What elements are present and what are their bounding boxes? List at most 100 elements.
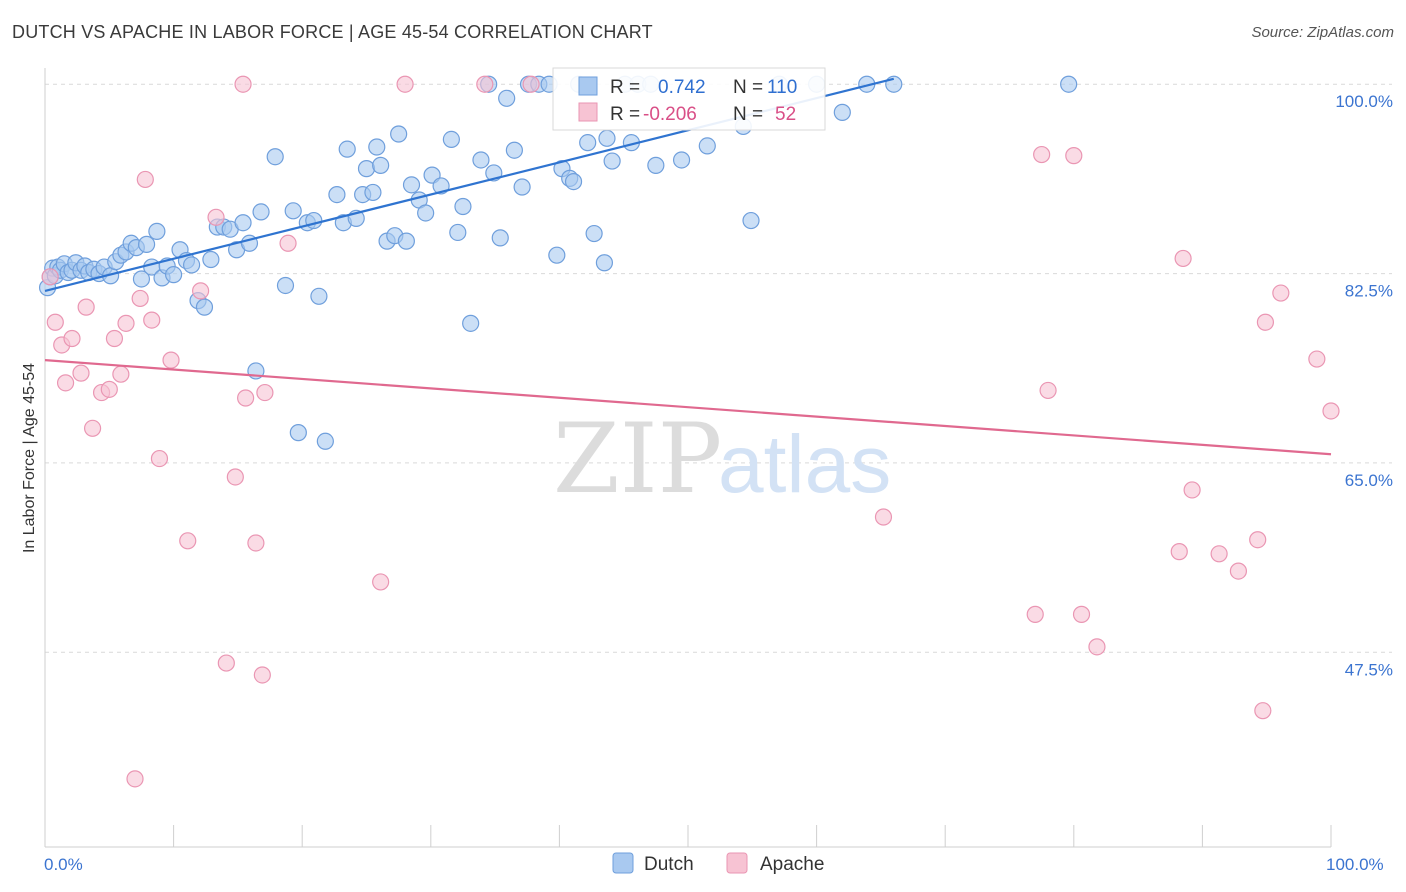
- apache-point: [1256, 313, 1275, 331]
- apache-point: [56, 374, 75, 392]
- legend: Dutch Apache: [612, 852, 824, 875]
- y-axis-label: In Labor Force | Age 45-54: [21, 363, 38, 553]
- legend-swatch-dutch: [612, 852, 634, 874]
- apache-point: [77, 298, 95, 316]
- apache-point: [1174, 249, 1192, 268]
- data-points: [38, 75, 1340, 788]
- legend-swatch-apache: [726, 852, 748, 874]
- dutch-point: [328, 185, 346, 204]
- series-apache-points: [41, 75, 1340, 788]
- dutch-point: [833, 103, 851, 121]
- x-ticks: [173, 825, 1332, 847]
- dutch-point: [548, 246, 566, 264]
- dutch-point: [132, 270, 151, 288]
- apache-point: [126, 770, 144, 788]
- dutch-point: [234, 214, 252, 232]
- stats-r-label-dutch: R =: [610, 77, 640, 98]
- apache-point: [1065, 147, 1083, 165]
- apache-point: [253, 666, 271, 684]
- x-tick-label-min: 0.0%: [44, 855, 83, 874]
- dutch-point: [390, 125, 408, 143]
- dutch-point: [1060, 75, 1078, 93]
- apache-point: [1210, 545, 1228, 563]
- dutch-point: [402, 176, 421, 194]
- y-tick-label: 65.0%: [1345, 471, 1393, 490]
- apache-point: [1254, 702, 1272, 720]
- apache-point: [63, 329, 81, 348]
- dutch-point: [289, 424, 307, 442]
- apache-point: [150, 449, 169, 468]
- dutch-point: [742, 211, 760, 230]
- legend-label-apache: Apache: [760, 854, 824, 875]
- apache-point: [247, 534, 265, 552]
- dutch-point: [454, 197, 472, 216]
- dutch-point: [183, 256, 201, 274]
- apache-point: [72, 364, 90, 382]
- apache-point: [372, 573, 390, 591]
- apache-point: [112, 365, 130, 383]
- stats-r-value-apache: -0.206: [643, 104, 697, 125]
- dutch-point: [472, 151, 490, 169]
- apache-point: [226, 468, 244, 486]
- y-tick-label: 82.5%: [1345, 282, 1393, 301]
- watermark-atlas: atlas: [718, 419, 891, 510]
- apache-point: [1322, 402, 1340, 420]
- dutch-point: [397, 232, 415, 250]
- stats-n-value-dutch: 110: [767, 77, 797, 98]
- dutch-point: [442, 130, 460, 149]
- stats-n-value-apache: 52: [775, 104, 796, 125]
- apache-point: [41, 268, 59, 286]
- watermark: ZIP atlas: [553, 403, 891, 515]
- dutch-point: [417, 204, 435, 222]
- apache-point: [192, 282, 210, 300]
- apache-point: [136, 170, 154, 189]
- dutch-point: [372, 156, 390, 174]
- dutch-point: [284, 202, 302, 220]
- stats-box-frame: [552, 67, 826, 131]
- dutch-point: [195, 298, 214, 316]
- apache-point: [83, 419, 102, 437]
- dutch-point: [148, 222, 166, 240]
- apache-point: [279, 234, 297, 252]
- apache-point: [162, 351, 180, 369]
- dutch-point: [368, 138, 386, 156]
- apache-point: [105, 329, 124, 348]
- dutch-point: [885, 75, 903, 93]
- dutch-point: [491, 229, 509, 247]
- apache-point: [131, 289, 149, 308]
- apache-point: [1072, 605, 1091, 623]
- apache-point: [100, 380, 118, 398]
- dutch-point: [316, 432, 334, 450]
- stats-n-label-dutch: N =: [733, 77, 763, 98]
- apache-point: [1229, 562, 1248, 580]
- dutch-point: [137, 235, 156, 253]
- dutch-point: [513, 178, 531, 196]
- apache-point: [476, 75, 494, 93]
- chart-title: DUTCH VS APACHE IN LABOR FORCE | AGE 45-…: [12, 22, 653, 42]
- y-tick-label: 47.5%: [1345, 660, 1393, 679]
- stats-r-value-dutch: 0.742: [658, 77, 706, 98]
- apache-point: [522, 75, 540, 93]
- x-tick-label-max: 100.0%: [1326, 855, 1384, 874]
- series-dutch-points: [38, 75, 1078, 450]
- dutch-point: [672, 151, 691, 169]
- y-tick-labels: 47.5% 65.0% 82.5% 100.0%: [1335, 92, 1393, 679]
- dutch-point: [338, 140, 356, 158]
- apache-point: [1033, 145, 1051, 164]
- y-tick-label: 100.0%: [1335, 92, 1393, 111]
- dutch-point: [357, 160, 376, 178]
- dutch-point: [252, 203, 270, 221]
- stats-swatch-apache: [578, 102, 598, 122]
- dutch-point: [603, 152, 621, 170]
- apache-point: [1183, 481, 1201, 499]
- dutch-point: [698, 137, 716, 155]
- apache-point: [179, 532, 197, 550]
- dutch-point: [505, 141, 523, 159]
- chart-source: Source: ZipAtlas.com: [1251, 24, 1394, 41]
- dutch-point: [647, 156, 665, 174]
- apache-point: [217, 654, 235, 672]
- dutch-point: [462, 314, 480, 332]
- apache-point: [1249, 531, 1267, 549]
- dutch-point: [498, 89, 516, 107]
